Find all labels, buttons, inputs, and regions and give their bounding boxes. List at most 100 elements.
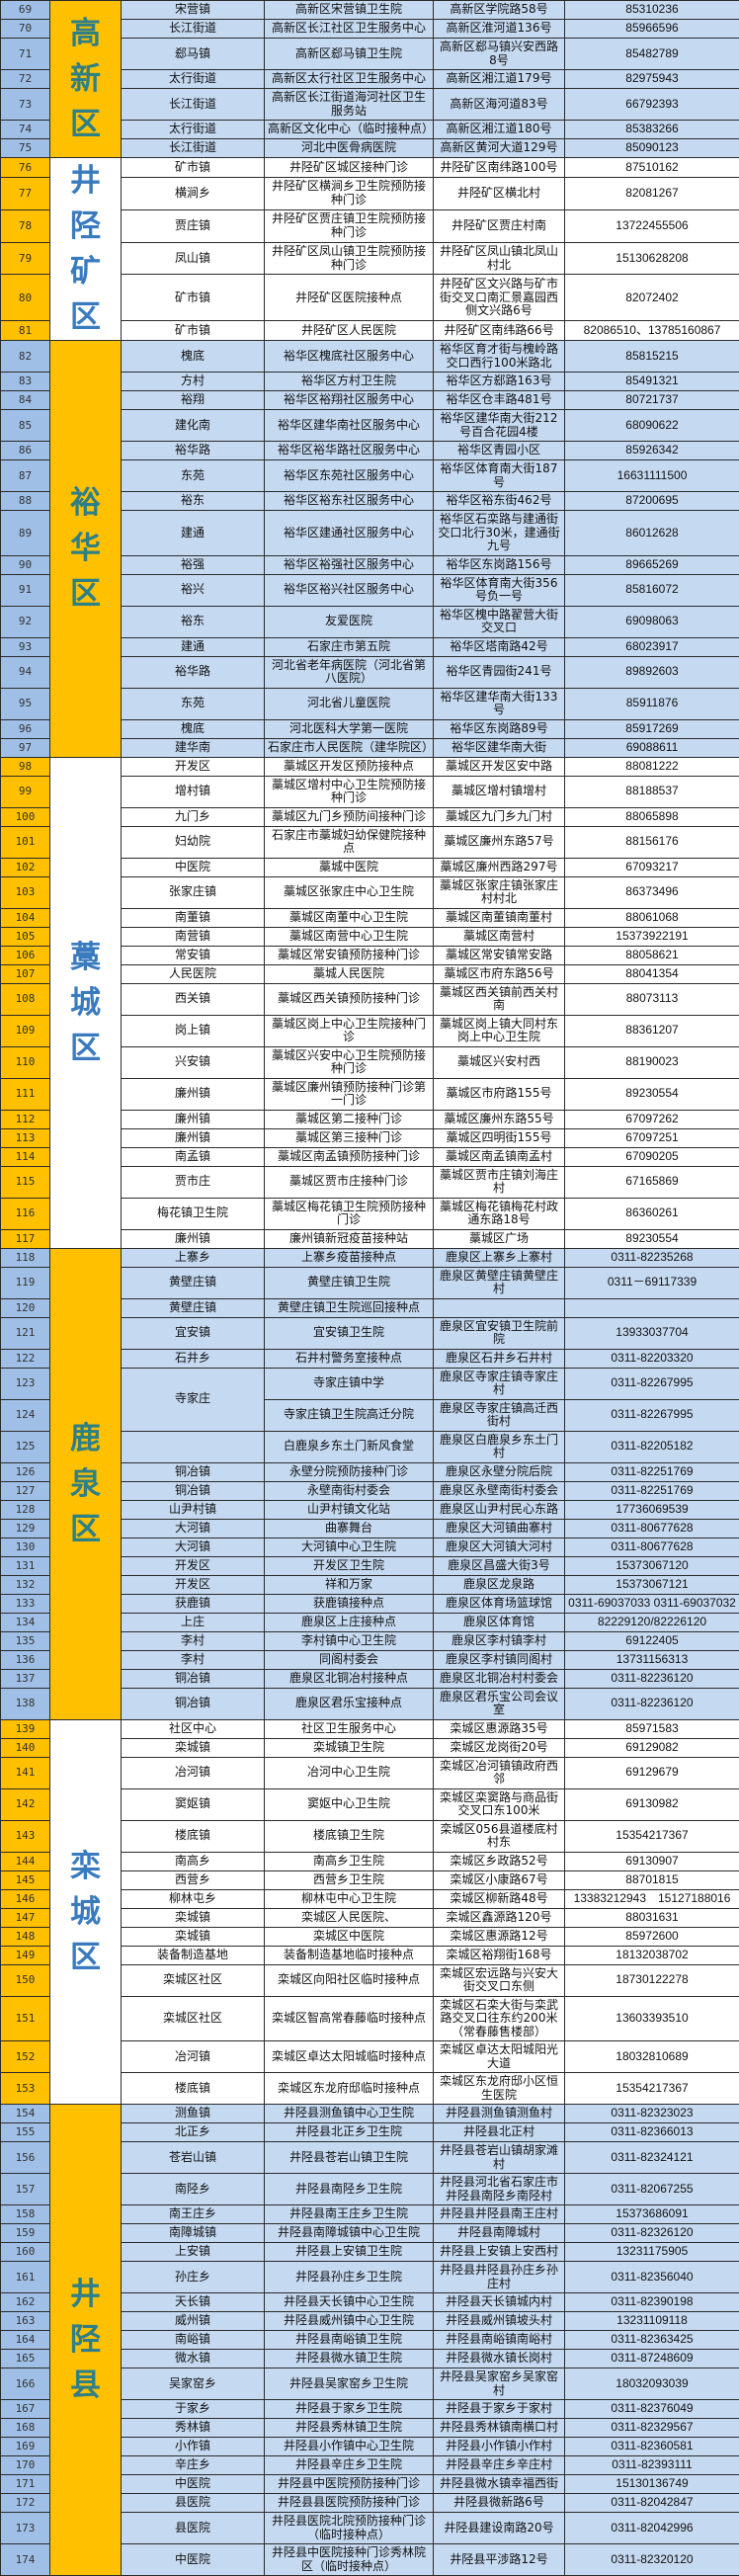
site-name-cell: 井陉矿区医院接种点 [265,275,434,321]
row-number: 142 [1,1788,50,1820]
phone-cell: 69122405 [565,1631,739,1650]
site-name-cell: 高新区太行社区卫生服务中心 [265,70,434,89]
phone-cell: 18032810689 [565,2041,739,2073]
address-cell: 鹿泉区北铜冶村村委会 [434,1669,565,1688]
phone-cell: 0311-87248609 [565,2350,739,2368]
town-cell: 建通 [122,637,265,656]
district-name: 鹿泉区 [70,1416,101,1552]
row-number: 111 [1,1078,50,1110]
row-number: 129 [1,1519,50,1537]
site-name-cell: 李村镇中心卫生院 [265,1631,434,1650]
address-cell: 藁城区岗上镇大同村东岗上中心卫生院 [434,1015,565,1046]
phone-cell: 15130136749 [565,2475,739,2494]
phone-cell: 0311-82324121 [565,2142,739,2174]
phone-cell: 88058621 [565,946,739,964]
site-name-cell: 高新区宋营镇卫生院 [265,1,434,20]
town-cell: 横涧乡 [122,177,265,209]
row-number: 118 [1,1248,50,1267]
phone-cell: 88061068 [565,908,739,927]
town-cell: 南孟镇 [122,1147,265,1166]
site-name-cell: 鹿泉区上庄接种点 [265,1613,434,1631]
row-number: 151 [1,1996,50,2041]
address-cell: 高新区湘江道180号 [434,121,565,139]
phone-cell: 18730122278 [565,1964,739,1996]
address-cell: 鹿泉区龙泉路 [434,1575,565,1594]
address-cell: 藁城区南营村 [434,927,565,946]
phone-cell: 82081267 [565,177,739,209]
row-number: 162 [1,2293,50,2312]
town-cell: 郄马镇 [122,39,265,70]
phone-cell: 85815215 [565,341,739,373]
district-name: 高新区 [70,11,101,147]
town-cell: 东苑 [122,460,265,492]
town-cell: 槐底 [122,719,265,738]
phone-cell: 13231175905 [565,2243,739,2262]
phone-cell: 85090123 [565,139,739,158]
row-number: 125 [1,1431,50,1462]
district-name: 裕华区 [70,480,101,617]
town-cell: 矿市镇 [122,158,265,178]
site-name-cell: 高新区长江社区卫生服务中心 [265,20,434,39]
address-cell: 栾城区东龙府邸小区恒生医院 [434,2073,565,2105]
town-cell: 威州镇 [122,2312,265,2331]
phone-cell: 13231109118 [565,2312,739,2331]
site-name-cell: 井陉县辛庄乡卫生院 [265,2456,434,2475]
site-name-cell: 栾城区卓达太阳城临时接种点 [265,2041,434,2073]
town-cell: 凤山镇 [122,242,265,275]
address-cell: 鹿泉区昌盛大街3号 [434,1556,565,1575]
address-cell: 鹿泉区宜安镇卫生院前院 [434,1317,565,1349]
phone-cell: 0311-82356040 [565,2262,739,2293]
address-cell: 井陉矿区贾庄村南 [434,209,565,242]
town-cell: 廉州镇 [122,1229,265,1248]
phone-cell: 68023917 [565,637,739,656]
town-cell: 西关镇 [122,983,265,1015]
address-cell: 鹿泉区山尹村民心东路 [434,1500,565,1519]
site-name-cell: 宜安镇卫生院 [265,1317,434,1349]
address-cell: 栾城区柳新路48号 [434,1889,565,1908]
row-number: 97 [1,738,50,757]
site-name-cell: 藁城区岗上中心卫生院接种门诊 [265,1015,434,1046]
site-name-cell: 上寨乡疫苗接种点 [265,1248,434,1267]
town-cell: 山尹村镇 [122,1500,265,1519]
site-name-cell: 河北省老年病医院（河北省第八医院） [265,656,434,688]
town-cell: 社区中心 [122,1719,265,1738]
town-cell: 栾城镇 [122,1927,265,1946]
row-number: 160 [1,2243,50,2262]
town-cell: 大河镇 [122,1537,265,1556]
row-number: 155 [1,2123,50,2142]
phone-cell: 85491321 [565,373,739,391]
phone-cell: 82086510、13785160867 [565,321,739,341]
phone-cell: 13603393510 [565,1996,739,2041]
row-number: 132 [1,1575,50,1594]
site-name-cell: 裕华区建通社区服务中心 [265,511,434,556]
phone-cell: 67093217 [565,858,739,876]
row-number: 165 [1,2350,50,2368]
site-name-cell: 井陉矿区贾庄镇卫生院预防接种门诊 [265,209,434,242]
address-cell: 藁城区开发区安中路 [434,757,565,776]
row-number: 123 [1,1368,50,1399]
town-cell: 天长镇 [122,2293,265,2312]
site-name-cell: 冶河中心卫生院 [265,1757,434,1788]
town-cell: 裕华路 [122,656,265,688]
address-cell: 鹿泉区石井乡石井村 [434,1349,565,1368]
phone-cell: 0311-82390198 [565,2293,739,2312]
town-cell: 铜冶镇 [122,1462,265,1481]
phone-cell: 15354217367 [565,1820,739,1852]
site-name-cell: 栾城区中医院 [265,1927,434,1946]
row-number: 117 [1,1229,50,1248]
address-cell: 鹿泉区白鹿泉乡东土门村 [434,1431,565,1462]
address-cell: 栾城区石栾大街与栾武路交叉口往东约200米（常春藤售楼部） [434,1996,565,2041]
address-cell: 栾城区卓达太阳城阳光大道 [434,2041,565,2073]
address-cell: 裕华区体育南大街187号 [434,460,565,492]
town-cell: 上庄 [122,1613,265,1631]
phone-cell: 0311-82042996 [565,2513,739,2544]
phone-cell: 85911876 [565,688,739,719]
phone-cell: 16631111500 [565,460,739,492]
address-cell: 栾城区宏远路与兴安大街交叉口东侧 [434,1964,565,1996]
site-name-cell: 柳林屯中心卫生院 [265,1889,434,1908]
